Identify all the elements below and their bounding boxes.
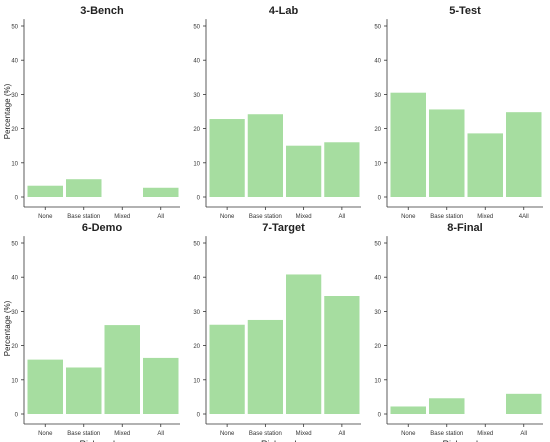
- panel-4-ylabel: Percentage (%): [3, 300, 12, 356]
- panel-2-xtick-label: Base station: [249, 214, 282, 220]
- panel-5-ytick-label: 10: [193, 378, 200, 384]
- panel-5-ytick-label: 50: [193, 242, 200, 248]
- panel-4-xlabel: Rich nodes: [79, 439, 125, 442]
- panel-6-xlabel: Rich nodes: [442, 439, 488, 442]
- panel-4-xtick-label: None: [38, 431, 53, 437]
- panel-5-ytick-label: 20: [193, 344, 200, 350]
- panel-1-ytick-label: 0: [15, 196, 19, 202]
- panel-1-ytick-label: 20: [11, 127, 18, 133]
- panel-6-ytick-label: 40: [374, 276, 381, 282]
- panel-6-xtick-label: Mixed: [477, 431, 493, 437]
- panel-3-ytick-label: 0: [378, 196, 382, 202]
- panel-5-xtick-label: None: [220, 431, 235, 437]
- panel-1-ytick-label: 10: [11, 161, 18, 167]
- panel-2-xtick-label: All: [339, 214, 346, 220]
- panel-4-ytick-label: 40: [11, 276, 18, 282]
- panel-5-bar: [209, 324, 245, 414]
- panel-3-ytick-label: 30: [374, 93, 381, 99]
- panel-3-ytick-label: 10: [374, 161, 381, 167]
- panel-3-ytick-label: 20: [374, 127, 381, 133]
- panel-3-xtick-label: Base station: [430, 214, 463, 220]
- panel-4-ytick-label: 10: [11, 378, 18, 384]
- panel-3-bar: [390, 92, 426, 197]
- panel-2-ytick-label: 0: [197, 196, 201, 202]
- panel-3-ytick-label: 40: [374, 59, 381, 65]
- panel-4-xtick-label: Mixed: [114, 431, 130, 437]
- panel-1-bar: [66, 179, 102, 197]
- panel-2-bar: [324, 142, 360, 197]
- panel-1-xtick-label: Base station: [67, 214, 100, 220]
- panel-6-ytick-label: 20: [374, 344, 381, 350]
- panel-1-bar: [143, 187, 179, 197]
- panel-3-xtick-label: Mixed: [477, 214, 493, 220]
- panel-2-ytick-label: 10: [193, 161, 200, 167]
- panel-2-xtick-label: None: [220, 214, 235, 220]
- panel-4-ytick-label: 20: [11, 344, 18, 350]
- panel-6-bar: [390, 406, 426, 414]
- panel-5-xlabel: Rich nodes: [261, 439, 307, 442]
- panel-6-ytick-label: 30: [374, 310, 381, 316]
- panel-6-xtick-label: All: [520, 431, 527, 437]
- panel-1-ytick-label: 30: [11, 93, 18, 99]
- panel-2-ytick-label: 30: [193, 93, 200, 99]
- panel-4-ytick-label: 30: [11, 310, 18, 316]
- panel-5-ytick-label: 30: [193, 310, 200, 316]
- panel-6-title: 8-Final: [447, 222, 482, 234]
- panel-5-bar: [247, 319, 283, 414]
- panel-5-xtick-label: Mixed: [296, 431, 312, 437]
- panel-5-title: 7-Target: [262, 222, 305, 234]
- panel-5-bar: [324, 296, 360, 414]
- panel-1-xtick-label: Mixed: [114, 214, 130, 220]
- panel-1-xtick-label: None: [38, 214, 53, 220]
- panel-3-xtick-label: 4All: [519, 214, 529, 220]
- panel-2-ytick-label: 20: [193, 127, 200, 133]
- panel-2-bar: [286, 145, 322, 197]
- panel-4-bar: [143, 357, 179, 414]
- panel-6-xtick-label: Base station: [430, 431, 463, 437]
- panel-4-ytick-label: 0: [15, 413, 19, 419]
- panel-2-bar: [247, 114, 283, 197]
- panel-4-bar: [104, 325, 140, 414]
- panel-5-xtick-label: Base station: [249, 431, 282, 437]
- panel-1-bar: [27, 185, 63, 197]
- panel-3-xtick-label: None: [401, 214, 416, 220]
- panel-2-xtick-label: Mixed: [296, 214, 312, 220]
- panel-5-ytick-label: 40: [193, 276, 200, 282]
- panel-4-xtick-label: All: [157, 431, 164, 437]
- panel-6-bar: [506, 393, 542, 414]
- panel-4-xtick-label: Base station: [67, 431, 100, 437]
- panel-6-bar: [429, 398, 465, 414]
- panel-3-bar: [467, 133, 503, 197]
- panel-5-ytick-label: 0: [197, 413, 201, 419]
- panel-2-ytick-label: 50: [193, 25, 200, 31]
- panel-3-bar: [429, 109, 465, 197]
- panel-4-title: 6-Demo: [82, 222, 123, 234]
- panel-2-bar: [209, 119, 245, 197]
- panel-3-bar: [506, 112, 542, 197]
- panel-6-ytick-label: 50: [374, 242, 381, 248]
- panel-3-ytick-label: 50: [374, 25, 381, 31]
- panel-6-xtick-label: None: [401, 431, 416, 437]
- panel-6-ytick-label: 0: [378, 413, 382, 419]
- panel-2-title: 4-Lab: [269, 5, 299, 17]
- panel-5-bar: [286, 274, 322, 414]
- panel-4-bar: [27, 359, 63, 414]
- panel-1-ylabel: Percentage (%): [3, 83, 12, 139]
- panel-4-bar: [66, 367, 102, 414]
- panel-1-ytick-label: 50: [11, 25, 18, 31]
- panel-4-ytick-label: 50: [11, 242, 18, 248]
- panel-5-xtick-label: All: [339, 431, 346, 437]
- panel-1-xtick-label: All: [157, 214, 164, 220]
- panel-3-title: 5-Test: [449, 5, 481, 17]
- panel-1-title: 3-Bench: [80, 5, 124, 17]
- panel-1-ytick-label: 40: [11, 59, 18, 65]
- panel-6-ytick-label: 10: [374, 378, 381, 384]
- panel-2-ytick-label: 40: [193, 59, 200, 65]
